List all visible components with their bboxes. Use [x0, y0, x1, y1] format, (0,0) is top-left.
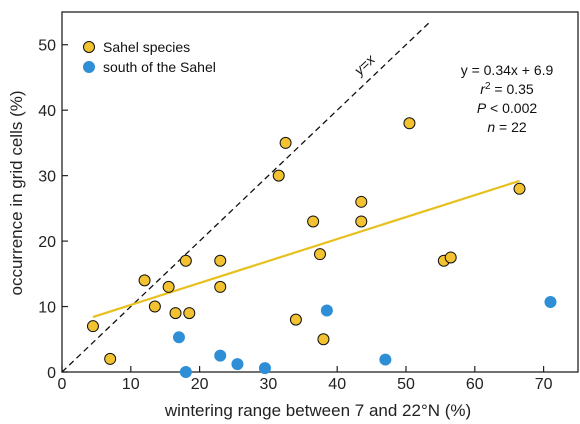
identity-line — [61, 20, 432, 373]
sahel-species-point — [279, 136, 292, 149]
x-tick-label: 20 — [191, 376, 209, 393]
x-axis-label: wintering range between 7 and 22°N (%) — [164, 401, 471, 420]
p-value: < 0.002 — [486, 100, 537, 116]
regression-line — [92, 179, 520, 319]
sahel-species-point — [214, 254, 227, 267]
legend-marker-sahel — [83, 41, 95, 53]
n-value: = 22 — [495, 119, 527, 135]
legend-label-sahel: Sahel species — [103, 39, 190, 55]
x-tick-label: 60 — [466, 376, 484, 393]
r-exponent: 2 — [485, 81, 491, 92]
south-of-sahel-point — [320, 304, 333, 317]
sahel-species-point — [214, 280, 227, 293]
y-tick-label: 20 — [38, 234, 56, 251]
r-symbol: r — [480, 81, 486, 97]
sahel-species-point — [272, 169, 285, 182]
sahel-species-point — [307, 215, 320, 228]
x-tick-label: 50 — [397, 376, 415, 393]
x-tick-label: 40 — [328, 376, 346, 393]
y-tick-label: 40 — [38, 103, 56, 120]
sahel-species-point — [317, 333, 330, 346]
y-axis-ticks: 0 10 20 30 40 50 — [38, 38, 68, 382]
legend-label-south: south of the Sahel — [103, 59, 216, 75]
sahel-species-point — [355, 195, 368, 208]
sahel-species-point — [162, 280, 175, 293]
south-of-sahel-point — [179, 366, 192, 378]
sahel-species-point — [86, 320, 99, 333]
south-of-sahel-point — [231, 358, 244, 371]
legend-marker-south — [83, 61, 95, 73]
south-of-sahel-point — [214, 349, 227, 362]
n-symbol: n — [487, 119, 495, 135]
sahel-species-point — [403, 117, 416, 130]
south-of-sahel-point — [379, 353, 392, 366]
sahel-species-point — [169, 307, 182, 320]
p-value-stat: P < 0.002 — [477, 100, 538, 116]
legend: Sahel species south of the Sahel — [83, 39, 216, 75]
regression-equation: y = 0.34x + 6.9 — [461, 62, 554, 78]
axes: 0 10 20 30 40 50 60 70 0 10 20 30 40 50 — [38, 11, 579, 393]
data-points — [86, 117, 557, 378]
r-squared-stat: r2 = 0.35 — [480, 81, 534, 97]
y-axis-label: occurrence in grid cells (%) — [7, 90, 26, 295]
sahel-species-point — [179, 254, 192, 267]
sahel-species-point — [289, 313, 302, 326]
south-of-sahel-point — [172, 331, 185, 344]
south-of-sahel-point — [258, 362, 271, 375]
regression-stats: y = 0.34x + 6.9 r2 = 0.35 P < 0.002 n = … — [461, 62, 554, 135]
sahel-species-point — [355, 215, 368, 228]
plot-frame — [61, 11, 579, 373]
n-stat: n = 22 — [487, 119, 527, 135]
sahel-species-point — [314, 248, 326, 261]
south-of-sahel-point — [544, 295, 557, 308]
sahel-species-point — [148, 300, 161, 313]
y-tick-label: 50 — [38, 38, 56, 55]
x-tick-label: 10 — [122, 376, 140, 393]
sahel-species-point — [444, 251, 457, 264]
sahel-species-point — [513, 182, 526, 195]
x-tick-label: 30 — [260, 376, 278, 393]
sahel-species-point — [183, 307, 196, 320]
y-tick-label: 0 — [47, 365, 56, 382]
y-tick-label: 30 — [38, 169, 56, 186]
x-axis-ticks: 0 10 20 30 40 50 60 70 — [58, 366, 553, 393]
p-symbol: P — [477, 100, 487, 116]
sahel-species-point — [104, 352, 117, 365]
x-tick-label: 0 — [58, 376, 67, 393]
chart-lines — [61, 20, 520, 373]
y-tick-label: 10 — [38, 300, 56, 317]
r-value: = 0.35 — [491, 81, 534, 97]
sahel-species-point — [138, 274, 151, 287]
x-tick-label: 70 — [535, 376, 553, 393]
